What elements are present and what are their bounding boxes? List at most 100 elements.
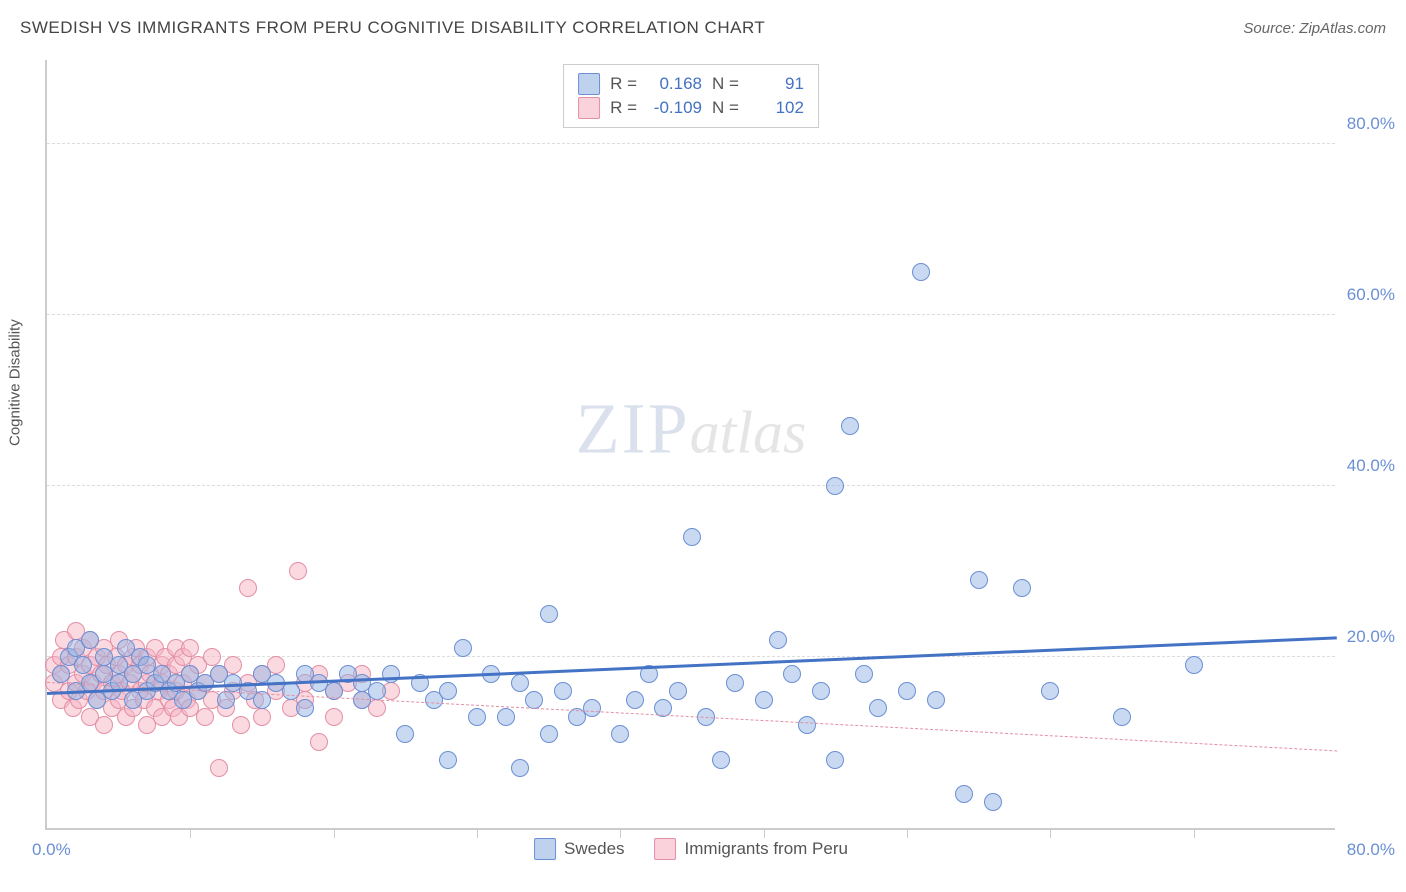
scatter-point-swedes	[540, 605, 558, 623]
scatter-point-swedes	[1041, 682, 1059, 700]
stat-row-swedes: R = 0.168 N = 91	[578, 73, 804, 95]
source-attribution: Source: ZipAtlas.com	[1243, 20, 1386, 37]
scatter-point-peru	[181, 639, 199, 657]
ytick-label: 80.0%	[1347, 114, 1395, 134]
scatter-point-swedes	[726, 674, 744, 692]
y-axis-label: Cognitive Disability	[7, 319, 24, 446]
scatter-point-peru	[232, 716, 250, 734]
scatter-point-swedes	[912, 263, 930, 281]
gridline	[47, 485, 1335, 486]
swatch-pink-icon	[578, 97, 600, 119]
scatter-point-peru	[210, 759, 228, 777]
scatter-point-swedes	[970, 571, 988, 589]
scatter-point-swedes	[554, 682, 572, 700]
scatter-point-swedes	[826, 751, 844, 769]
xtick	[190, 828, 191, 838]
scatter-point-peru	[239, 579, 257, 597]
scatter-point-swedes	[439, 682, 457, 700]
scatter-point-swedes	[783, 665, 801, 683]
scatter-point-swedes	[217, 691, 235, 709]
r-label: R =	[610, 98, 637, 118]
gridline	[47, 143, 1335, 144]
scatter-point-swedes	[511, 759, 529, 777]
xtick	[1050, 828, 1051, 838]
xtick	[334, 828, 335, 838]
scatter-point-swedes	[841, 417, 859, 435]
n-value-swedes: 91	[749, 74, 804, 94]
source-prefix: Source:	[1243, 20, 1299, 37]
scatter-point-swedes	[626, 691, 644, 709]
scatter-point-swedes	[1013, 579, 1031, 597]
legend-item-swedes: Swedes	[534, 838, 624, 860]
xtick	[620, 828, 621, 838]
xtick	[907, 828, 908, 838]
scatter-point-swedes	[74, 656, 92, 674]
scatter-point-swedes	[525, 691, 543, 709]
scatter-point-swedes	[898, 682, 916, 700]
correlation-stats-box: R = 0.168 N = 91 R = -0.109 N = 102	[563, 64, 819, 128]
gridline	[47, 314, 1335, 315]
scatter-point-swedes	[1185, 656, 1203, 674]
watermark-zip: ZIP	[576, 388, 690, 468]
legend-item-peru: Immigrants from Peru	[655, 838, 848, 860]
gridline	[47, 656, 1335, 657]
scatter-point-swedes	[755, 691, 773, 709]
xtick	[477, 828, 478, 838]
x-max-label: 80.0%	[1347, 840, 1395, 860]
scatter-point-swedes	[611, 725, 629, 743]
scatter-point-swedes	[282, 682, 300, 700]
scatter-point-swedes	[439, 751, 457, 769]
scatter-point-peru	[196, 708, 214, 726]
xtick	[764, 828, 765, 838]
scatter-point-peru	[289, 562, 307, 580]
scatter-point-swedes	[669, 682, 687, 700]
scatter-point-swedes	[927, 691, 945, 709]
stat-row-peru: R = -0.109 N = 102	[578, 97, 804, 119]
watermark: ZIPatlas	[576, 387, 807, 470]
scatter-point-swedes	[869, 699, 887, 717]
scatter-point-swedes	[984, 793, 1002, 811]
bottom-legend: Swedes Immigrants from Peru	[534, 838, 848, 860]
n-value-peru: 102	[749, 98, 804, 118]
scatter-point-swedes	[1113, 708, 1131, 726]
r-value-peru: -0.109	[647, 98, 702, 118]
source-name: ZipAtlas.com	[1299, 20, 1386, 37]
ytick-label: 20.0%	[1347, 627, 1395, 647]
scatter-point-swedes	[396, 725, 414, 743]
ytick-label: 40.0%	[1347, 456, 1395, 476]
scatter-point-swedes	[52, 665, 70, 683]
r-value-swedes: 0.168	[647, 74, 702, 94]
scatter-point-swedes	[712, 751, 730, 769]
n-label: N =	[712, 74, 739, 94]
ytick-label: 60.0%	[1347, 285, 1395, 305]
xtick	[1194, 828, 1195, 838]
scatter-point-swedes	[368, 682, 386, 700]
x-origin-label: 0.0%	[32, 840, 71, 860]
scatter-point-swedes	[511, 674, 529, 692]
swatch-pink-icon	[655, 838, 677, 860]
scatter-point-swedes	[497, 708, 515, 726]
scatter-point-swedes	[798, 716, 816, 734]
n-label: N =	[712, 98, 739, 118]
legend-label-swedes: Swedes	[564, 839, 624, 859]
scatter-point-peru	[203, 648, 221, 666]
scatter-point-swedes	[468, 708, 486, 726]
chart-title: SWEDISH VS IMMIGRANTS FROM PERU COGNITIV…	[20, 18, 765, 38]
r-label: R =	[610, 74, 637, 94]
scatter-point-swedes	[826, 477, 844, 495]
scatter-point-peru	[95, 716, 113, 734]
plot-area: ZIPatlas R = 0.168 N = 91 R = -0.109 N =…	[45, 60, 1335, 830]
scatter-point-swedes	[683, 528, 701, 546]
scatter-point-swedes	[812, 682, 830, 700]
scatter-point-swedes	[855, 665, 873, 683]
scatter-point-peru	[325, 708, 343, 726]
scatter-point-swedes	[81, 631, 99, 649]
scatter-point-peru	[253, 708, 271, 726]
scatter-point-swedes	[540, 725, 558, 743]
swatch-blue-icon	[534, 838, 556, 860]
swatch-blue-icon	[578, 73, 600, 95]
scatter-point-peru	[310, 733, 328, 751]
legend-label-peru: Immigrants from Peru	[685, 839, 848, 859]
scatter-point-swedes	[454, 639, 472, 657]
scatter-point-swedes	[296, 699, 314, 717]
